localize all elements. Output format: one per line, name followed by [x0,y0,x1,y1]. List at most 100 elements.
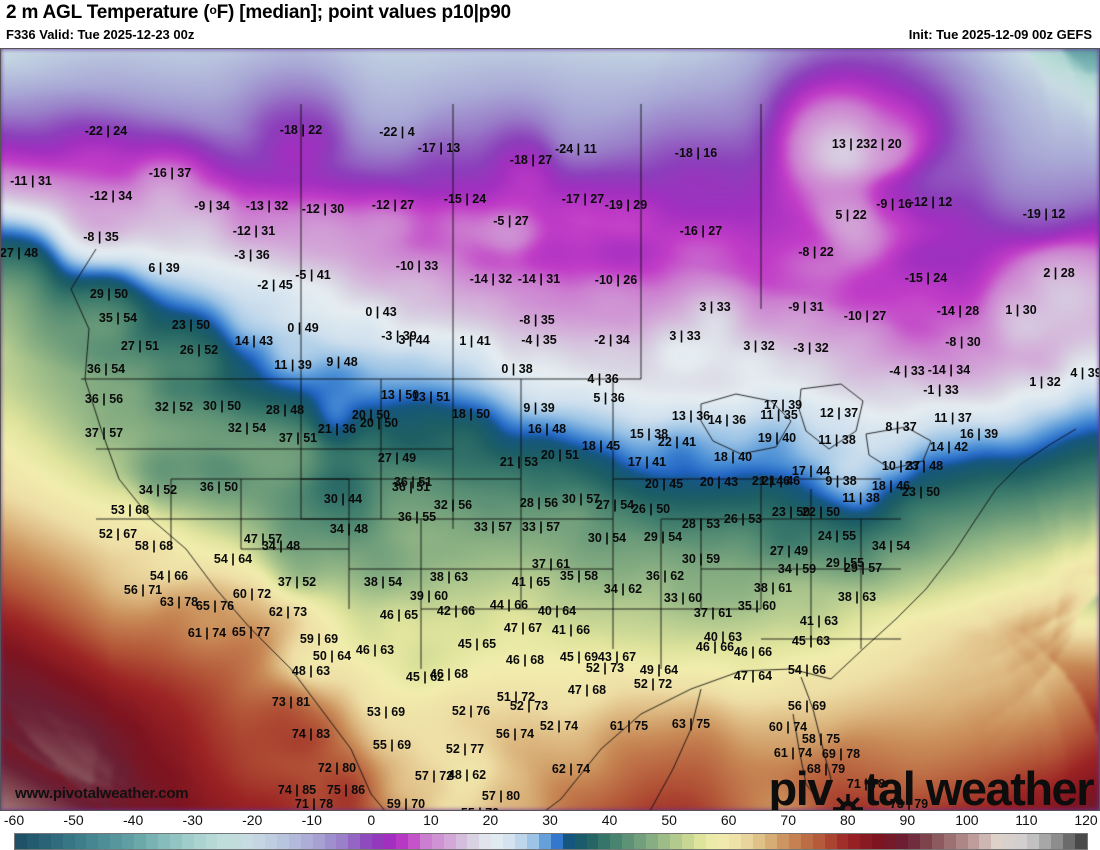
colorbar-swatch [74,834,87,849]
colorbar-swatch [360,834,373,849]
map-header: 2 m AGL Temperature (oF) [median]; point… [0,0,1100,48]
colorbar-swatch [657,834,670,849]
colorbar-tick-label: -60 [3,812,25,828]
colorbar-swatch [896,834,908,849]
colorbar-swatch [777,834,789,849]
colorbar-swatch [276,834,289,849]
colorbar-tick-label: -40 [122,812,144,828]
colorbar-swatch [812,834,825,849]
colorbar-swatch [765,834,777,849]
colorbar-swatch [431,834,444,849]
colorbar-swatch [550,834,563,849]
colorbar[interactable]: -60 -50 -40 -30 -20 -10 0 10 20 30 40 50 60 70 80 90 100… [0,812,1100,850]
colorbar-swatch [1003,834,1016,849]
colorbar-tick-label: -10 [301,812,322,828]
colorbar-gradient[interactable] [14,833,1088,850]
colorbar-swatch [860,834,873,849]
colorbar-swatch [491,834,504,849]
colorbar-tick-label: 90 [899,812,916,828]
colorbar-tick-label: 120 [1074,812,1098,828]
colorbar-tick-label: 60 [720,812,737,828]
colorbar-swatch [741,834,754,849]
colorbar-swatch [788,834,801,849]
colorbar-tick-label: 10 [423,812,439,828]
watermark-url: www.pivotalweather.com [15,785,189,802]
colorbar-swatch [884,834,897,849]
degree-symbol: o [209,3,217,17]
valid-time-label: F336 Valid: Tue 2025-12-23 00z [6,27,195,42]
colorbar-tick-label: 20 [482,812,499,828]
colorbar-swatch [181,834,194,849]
colorbar-swatch [1062,834,1075,849]
colorbar-swatch [824,834,837,849]
brand-text-pre: piv [768,762,834,811]
colorbar-swatch [610,834,623,849]
colorbar-tick-label: -50 [63,812,84,828]
colorbar-swatch [169,834,182,849]
colorbar-swatch [98,834,111,849]
colorbar-tick-label: 100 [955,812,979,828]
colorbar-ticks: -60 -50 -40 -30 -20 -10 0 10 20 30 40 50 60 70 80 90 100… [0,812,1100,832]
page-title: 2 m AGL Temperature (oF) [median]; point… [6,2,511,24]
colorbar-swatch [634,834,647,849]
colorbar-swatch [646,834,658,849]
colorbar-swatch [86,834,99,849]
colorbar-swatch [419,834,432,849]
colorbar-tick-label: 110 [1015,812,1038,828]
map-viewport[interactable]: -22 | 24 -11 | 31 -12 | 34 -16 | 37 -9 | 34-… [0,48,1100,811]
colorbar-tick-label: -20 [242,812,263,828]
colorbar-swatch [110,834,123,849]
colorbar-swatch [324,834,337,849]
colorbar-tick-label: 80 [839,812,856,828]
colorbar-swatch [134,834,146,849]
colorbar-swatch [443,834,456,849]
colorbar-swatch [753,834,766,849]
colorbar-swatch [705,834,718,849]
colorbar-swatch [26,834,39,849]
colorbar-swatch [38,834,51,849]
colorbar-tick-label: 70 [780,812,797,828]
colorbar-swatch [467,834,480,849]
colorbar-tick-label: 0 [367,812,376,828]
colorbar-swatch [253,834,266,849]
colorbar-swatch [943,834,956,849]
sun-gear-icon [832,780,863,810]
colorbar-swatch [622,834,635,849]
colorbar-swatch [312,834,325,849]
colorbar-swatch [348,834,361,849]
temperature-heatmap-canvas[interactable] [1,49,1099,810]
colorbar-swatch [503,834,516,849]
colorbar-swatch [717,834,730,849]
colorbar-swatch [991,834,1004,849]
colorbar-swatch [669,834,682,849]
colorbar-swatch [574,834,587,849]
colorbar-swatch [396,834,408,849]
colorbar-swatch [1027,834,1039,849]
colorbar-swatch [598,834,611,849]
colorbar-tick-label: 40 [601,812,618,828]
colorbar-swatch [479,834,492,849]
colorbar-swatch [336,834,349,849]
colorbar-swatch [1038,834,1051,849]
colorbar-swatch [586,834,599,849]
colorbar-swatch [407,834,420,849]
colorbar-swatch [907,834,920,849]
colorbar-swatch [62,834,75,849]
colorbar-swatch [205,834,218,849]
colorbar-swatch [455,834,468,849]
colorbar-swatch [967,834,980,849]
colorbar-swatch [681,834,694,849]
colorbar-swatch [538,834,551,849]
title-unit: F) [median]; point values p10|p90 [216,2,512,23]
colorbar-tick-label: -30 [182,812,203,828]
colorbar-swatch [217,834,230,849]
colorbar-swatch [955,834,968,849]
colorbar-swatch [526,834,539,849]
colorbar-swatch [265,834,277,849]
colorbar-swatch [288,834,301,849]
colorbar-swatch [800,834,813,849]
colorbar-swatch [693,834,706,849]
colorbar-tick-label: 50 [661,812,677,828]
colorbar-swatch [1015,834,1028,849]
